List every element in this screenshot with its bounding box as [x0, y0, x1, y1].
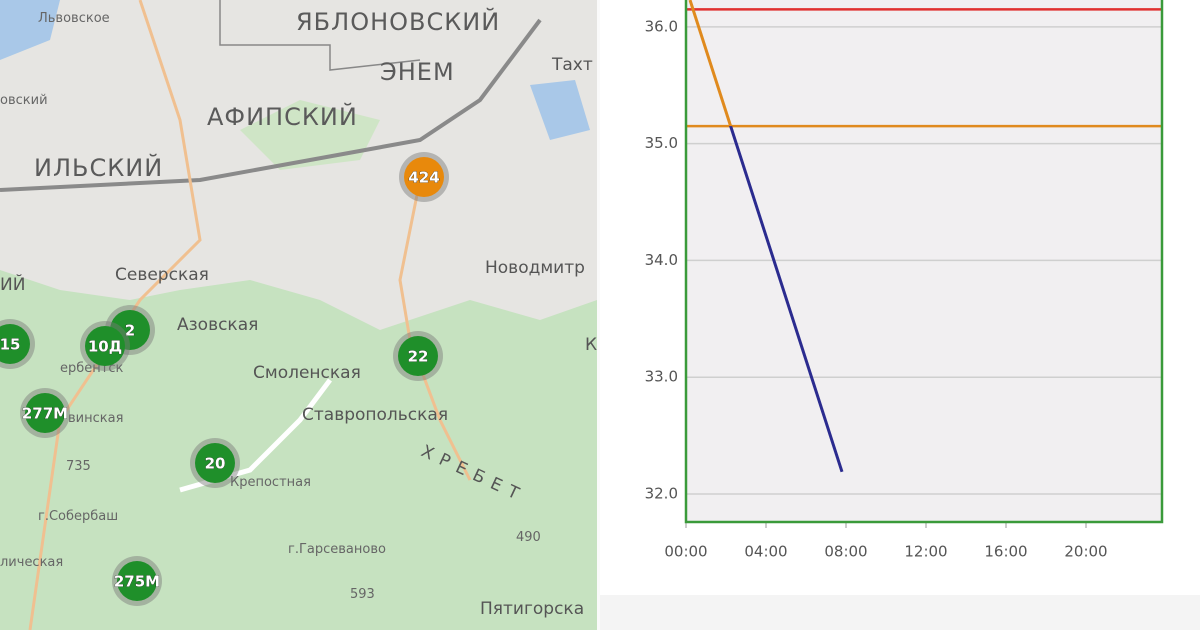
map-label: винская	[68, 411, 123, 426]
marker-dot	[25, 393, 65, 433]
cluster-marker[interactable]: 20	[190, 438, 240, 488]
marker-label: 20	[205, 455, 226, 473]
y-tick-label: 33.0	[645, 368, 678, 386]
plot-border	[684, 0, 1164, 524]
y-tick-label: 32.0	[645, 484, 678, 502]
map-label: овский	[0, 93, 48, 108]
map-label: ЭНЕМ	[380, 58, 455, 86]
marker-dot	[398, 336, 438, 376]
map-label: ИЙ	[0, 273, 25, 295]
cluster-marker[interactable]: 22	[393, 331, 443, 381]
water	[0, 0, 60, 60]
map-label: Пятигорска	[480, 599, 584, 619]
marker-dot	[117, 561, 157, 601]
marker-dot	[0, 324, 30, 364]
x-tick-label: 20:00	[1064, 543, 1107, 561]
marker-label: 15	[0, 336, 20, 354]
boundary	[219, 0, 421, 71]
cluster-marker[interactable]: 277М	[20, 388, 70, 438]
map-label: лическая	[0, 555, 63, 570]
map-label: Смоленская	[253, 363, 361, 383]
map-label: г.Собербаш	[38, 509, 118, 524]
map-label: Новодмитр	[485, 258, 585, 278]
map-label: 490	[516, 530, 541, 545]
map-label: Крепостная	[230, 475, 311, 490]
map-label: 735	[66, 459, 91, 474]
map[interactable]: Львовское ЯБЛОНОВСКИЙ ЭНЕМ Тахт овский А…	[0, 0, 597, 630]
marker-dot	[85, 326, 125, 366]
map-label: 593	[350, 587, 375, 602]
panel-footer	[600, 595, 1200, 630]
map-label: г.Гарсеваново	[288, 542, 386, 557]
forest	[0, 270, 597, 630]
map-label: Тахт	[551, 55, 593, 75]
map-label: ИЛЬСКИЙ	[34, 153, 163, 182]
marker-dot	[404, 157, 444, 197]
map-label: Северская	[115, 265, 209, 285]
marker-label: 277М	[22, 405, 68, 423]
x-tick-label: 00:00	[664, 543, 707, 561]
railway	[0, 18, 542, 192]
marker-label: 22	[408, 348, 429, 366]
x-tick-label: 04:00	[744, 543, 787, 561]
water	[530, 80, 590, 140]
cluster-marker[interactable]: 424	[399, 152, 449, 202]
map-label: Азовская	[177, 315, 258, 335]
y-tick-label: 36.0	[645, 17, 678, 35]
x-tick-label: 12:00	[904, 543, 947, 561]
marker-label: 275М	[114, 573, 160, 591]
marker-dot	[195, 443, 235, 483]
marker-label: 424	[408, 169, 439, 187]
cluster-marker[interactable]: 10Д	[80, 321, 130, 371]
marker-label: 2	[125, 322, 135, 340]
cluster-marker[interactable]: 275М	[112, 556, 162, 606]
map-label: К	[585, 335, 597, 355]
cluster-marker[interactable]: 15	[0, 319, 35, 369]
divider	[597, 0, 600, 630]
series-line	[729, 126, 844, 473]
series-line	[688, 0, 733, 127]
marker-label: 10Д	[88, 338, 122, 356]
y-tick-label: 34.0	[645, 251, 678, 269]
map-label: Ставропольская	[302, 405, 448, 425]
y-tick-label: 35.0	[645, 134, 678, 152]
road	[28, 0, 202, 630]
map-label: Львовское	[38, 11, 110, 26]
map-label: АФИПСКИЙ	[207, 102, 358, 131]
map-label: ЯБЛОНОВСКИЙ	[296, 7, 500, 36]
chart: 32.0 33.0 34.0 35.0 36.0 00:00 04:00 08:00 12:00…	[645, 0, 1164, 561]
x-tick-label: 16:00	[984, 543, 1027, 561]
x-tick-label: 08:00	[824, 543, 867, 561]
